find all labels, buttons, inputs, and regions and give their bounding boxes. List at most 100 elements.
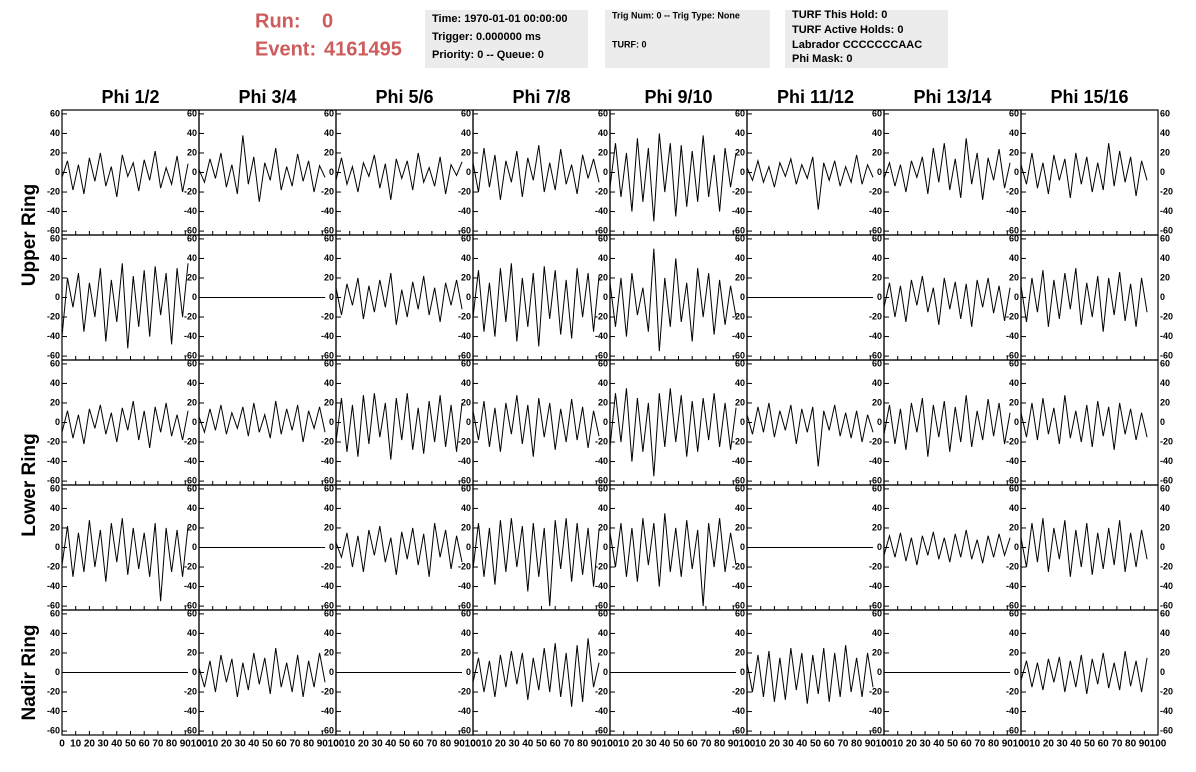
waveform bbox=[472, 145, 600, 200]
y-tick-label: 0 bbox=[740, 667, 745, 677]
y-tick-label: 60 bbox=[872, 608, 882, 618]
y-tick-label: -40 bbox=[1160, 706, 1173, 716]
y-tick-label: 40 bbox=[324, 128, 334, 138]
y-tick-label: 0 bbox=[877, 292, 882, 302]
y-tick-label: 40 bbox=[461, 378, 471, 388]
y-tick-label: 20 bbox=[1160, 647, 1170, 657]
panel-frame bbox=[746, 359, 885, 486]
x-tick-label: 30 bbox=[235, 739, 247, 750]
x-tick-label: 0 bbox=[1018, 739, 1024, 750]
y-tick-label: 40 bbox=[735, 628, 745, 638]
y-tick-label: -40 bbox=[1006, 331, 1019, 341]
y-tick-label: 40 bbox=[598, 253, 608, 263]
y-tick-label: 40 bbox=[1009, 503, 1019, 513]
y-tick-label: 0 bbox=[329, 167, 334, 177]
y-tick-label: -60 bbox=[321, 225, 334, 235]
y-tick-label: -60 bbox=[595, 725, 608, 735]
y-tick-label: -20 bbox=[1160, 436, 1173, 446]
y-tick-label: -20 bbox=[732, 686, 745, 696]
info-text: Time: 1970-01-01 00:00:00 bbox=[432, 13, 568, 25]
y-tick-label: -20 bbox=[184, 311, 197, 321]
y-tick-label: -40 bbox=[1160, 581, 1173, 591]
column-title: Phi 5/6 bbox=[375, 87, 433, 107]
waveform bbox=[883, 529, 1011, 566]
y-tick-label: 20 bbox=[187, 397, 197, 407]
y-tick-label: -40 bbox=[321, 206, 334, 216]
y-tick-label: 0 bbox=[877, 167, 882, 177]
y-tick-label: 40 bbox=[461, 253, 471, 263]
x-tick-label: 60 bbox=[961, 739, 973, 750]
x-tick-label: 80 bbox=[851, 739, 863, 750]
y-tick-label: 60 bbox=[1009, 483, 1019, 493]
y-tick-label: -60 bbox=[869, 225, 882, 235]
y-tick-label: 60 bbox=[461, 233, 471, 243]
panel-frame bbox=[746, 109, 885, 236]
y-tick-label: -60 bbox=[458, 475, 471, 485]
y-tick-label: 0 bbox=[329, 417, 334, 427]
y-tick-label: -20 bbox=[1160, 686, 1173, 696]
y-tick-label: -40 bbox=[1006, 206, 1019, 216]
y-tick-label: 0 bbox=[603, 292, 608, 302]
y-tick-label: -20 bbox=[1160, 311, 1173, 321]
waveform bbox=[198, 648, 326, 697]
y-tick-label: -20 bbox=[47, 186, 60, 196]
y-tick-label: -20 bbox=[595, 686, 608, 696]
y-tick-label: 20 bbox=[872, 272, 882, 282]
y-tick-label: 60 bbox=[1160, 608, 1170, 618]
y-tick-label: 20 bbox=[598, 272, 608, 282]
y-tick-label: -20 bbox=[1160, 186, 1173, 196]
x-tick-label: 30 bbox=[1057, 739, 1069, 750]
y-tick-label: -20 bbox=[869, 436, 882, 446]
y-tick-label: 0 bbox=[55, 667, 60, 677]
y-tick-label: -20 bbox=[458, 561, 471, 571]
x-tick-label: 0 bbox=[470, 739, 476, 750]
x-tick-label: 20 bbox=[221, 739, 233, 750]
y-tick-label: 20 bbox=[598, 397, 608, 407]
y-tick-label: -60 bbox=[595, 350, 608, 360]
x-tick-label: 60 bbox=[550, 739, 562, 750]
y-tick-label: 20 bbox=[1009, 272, 1019, 282]
y-tick-label: -60 bbox=[184, 225, 197, 235]
y-tick-label: -40 bbox=[184, 456, 197, 466]
y-tick-label: 0 bbox=[192, 667, 197, 677]
y-tick-label: 60 bbox=[324, 483, 334, 493]
y-tick-label: 60 bbox=[50, 233, 60, 243]
y-tick-label: 0 bbox=[329, 667, 334, 677]
y-tick-label: -40 bbox=[1160, 206, 1173, 216]
y-tick-label: -60 bbox=[184, 475, 197, 485]
y-tick-label: -20 bbox=[321, 186, 334, 196]
x-tick-label: 80 bbox=[440, 739, 452, 750]
y-tick-label: -60 bbox=[1006, 475, 1019, 485]
x-tick-label: 90 bbox=[180, 739, 192, 750]
x-tick-label: 50 bbox=[810, 739, 822, 750]
y-tick-label: 0 bbox=[1014, 417, 1019, 427]
y-tick-label: -60 bbox=[595, 475, 608, 485]
waveform bbox=[883, 138, 1011, 200]
y-tick-label: 60 bbox=[187, 233, 197, 243]
run-label: Run: bbox=[255, 10, 301, 32]
x-tick-label: 100 bbox=[602, 739, 619, 750]
y-tick-label: -40 bbox=[321, 706, 334, 716]
y-tick-label: -20 bbox=[1160, 561, 1173, 571]
y-tick-label: -60 bbox=[732, 225, 745, 235]
y-tick-label: -40 bbox=[321, 331, 334, 341]
y-tick-label: -60 bbox=[595, 225, 608, 235]
x-tick-label: 0 bbox=[607, 739, 613, 750]
y-tick-label: 0 bbox=[740, 542, 745, 552]
y-tick-label: 20 bbox=[187, 522, 197, 532]
panel-frame bbox=[198, 609, 337, 736]
event-label: Event: bbox=[255, 38, 316, 60]
y-tick-label: 20 bbox=[461, 522, 471, 532]
y-tick-label: -40 bbox=[732, 456, 745, 466]
y-tick-label: 20 bbox=[1009, 522, 1019, 532]
x-tick-label: 20 bbox=[358, 739, 370, 750]
x-tick-label: 20 bbox=[769, 739, 781, 750]
x-tick-label: 70 bbox=[152, 739, 164, 750]
y-tick-label: 40 bbox=[324, 503, 334, 513]
y-tick-label: 20 bbox=[872, 647, 882, 657]
y-tick-label: -20 bbox=[732, 186, 745, 196]
y-tick-label: -20 bbox=[321, 311, 334, 321]
y-tick-label: 40 bbox=[598, 378, 608, 388]
x-tick-label: 0 bbox=[744, 739, 750, 750]
row-label: Lower Ring bbox=[19, 433, 40, 536]
